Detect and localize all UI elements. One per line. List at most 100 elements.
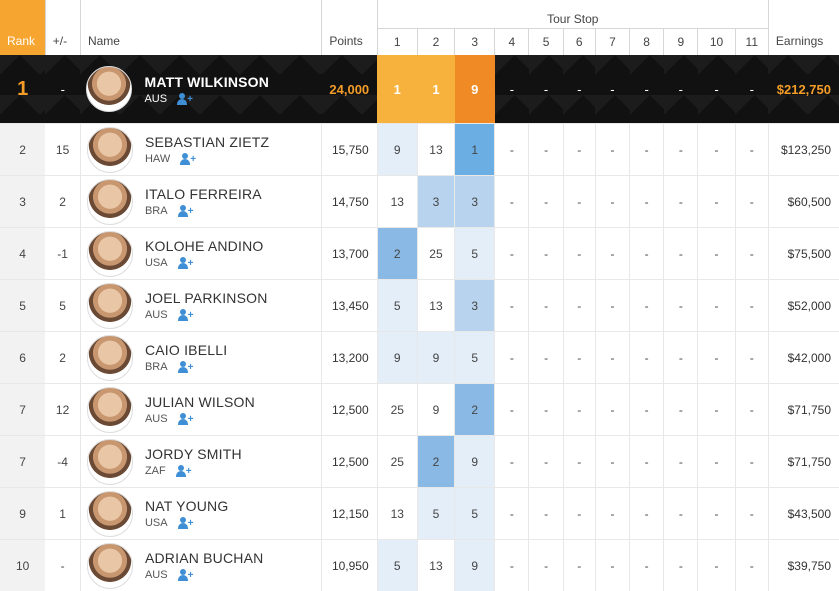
avatar[interactable] bbox=[87, 283, 133, 329]
stop-header-2[interactable]: 2 bbox=[417, 29, 454, 56]
stop-result-cell: - bbox=[595, 436, 629, 488]
stop-header-8[interactable]: 8 bbox=[630, 29, 664, 56]
stop-header-10[interactable]: 10 bbox=[698, 29, 735, 56]
stop-result-cell: - bbox=[529, 228, 563, 280]
follow-icon[interactable]: + bbox=[178, 205, 194, 217]
country-code: AUS bbox=[144, 93, 167, 105]
surfer-name[interactable]: NAT YOUNG bbox=[145, 498, 228, 514]
stop-result-cell: - bbox=[595, 280, 629, 332]
name-cell: ADRIAN BUCHAN AUS + bbox=[80, 540, 321, 591]
follow-icon[interactable]: + bbox=[178, 309, 194, 321]
avatar[interactable] bbox=[87, 387, 133, 433]
surfer-name[interactable]: JORDY SMITH bbox=[145, 446, 242, 462]
stop-result-cell: - bbox=[664, 280, 698, 332]
avatar[interactable] bbox=[87, 335, 133, 381]
change-cell: - bbox=[45, 540, 80, 591]
surfer-name[interactable]: ITALO FERREIRA bbox=[145, 186, 262, 202]
country-code: BRA bbox=[145, 205, 168, 217]
avatar[interactable] bbox=[87, 127, 133, 173]
avatar[interactable] bbox=[87, 491, 133, 537]
leader-stop-11: - bbox=[735, 55, 768, 124]
avatar[interactable] bbox=[87, 543, 133, 589]
stop-header-1[interactable]: 1 bbox=[377, 29, 417, 56]
avatar[interactable] bbox=[86, 66, 132, 112]
stop-result-cell: 9 bbox=[455, 540, 495, 591]
rank-cell: 9 bbox=[0, 488, 45, 540]
name-header[interactable]: Name bbox=[80, 0, 321, 55]
follow-icon[interactable]: + bbox=[177, 93, 193, 105]
change-cell: -4 bbox=[45, 436, 80, 488]
follow-icon[interactable]: + bbox=[178, 517, 194, 529]
stop-result-cell: - bbox=[630, 436, 664, 488]
points-cell: 13,200 bbox=[322, 332, 377, 384]
stop-result-cell: - bbox=[630, 228, 664, 280]
stop-result-cell: 5 bbox=[417, 488, 454, 540]
surfer-name[interactable]: MATT WILKINSON bbox=[144, 74, 269, 90]
avatar[interactable] bbox=[87, 179, 133, 225]
stop-result-cell: 13 bbox=[377, 176, 417, 228]
name-cell: NAT YOUNG USA + bbox=[80, 488, 321, 540]
leader-points: 24,000 bbox=[322, 55, 377, 124]
stop-result-cell: - bbox=[698, 436, 735, 488]
rank-cell: 10 bbox=[0, 540, 45, 591]
surfer-name[interactable]: KOLOHE ANDINO bbox=[145, 238, 264, 254]
surfer-name[interactable]: SEBASTIAN ZIETZ bbox=[145, 134, 269, 150]
stop-result-cell: - bbox=[698, 124, 735, 176]
surfer-name[interactable]: CAIO IBELLI bbox=[145, 342, 227, 358]
leader-row[interactable]: 1 - MATT WILKINSON AUS + 24,000 1 1 9 - … bbox=[0, 55, 839, 124]
follow-icon[interactable]: + bbox=[178, 361, 194, 373]
stop-result-cell: 13 bbox=[377, 488, 417, 540]
earnings-cell: $39,750 bbox=[768, 540, 839, 591]
stop-result-cell: - bbox=[563, 540, 595, 591]
follow-icon[interactable]: + bbox=[180, 153, 196, 165]
follow-icon[interactable]: + bbox=[176, 465, 192, 477]
stop-result-cell: 5 bbox=[377, 540, 417, 591]
name-cell: CAIO IBELLI BRA + bbox=[80, 332, 321, 384]
follow-icon[interactable]: + bbox=[178, 413, 194, 425]
surfer-name[interactable]: JOEL PARKINSON bbox=[145, 290, 268, 306]
rank-header[interactable]: Rank bbox=[0, 0, 45, 55]
stop-result-cell: - bbox=[664, 332, 698, 384]
stop-header-7[interactable]: 7 bbox=[595, 29, 629, 56]
points-cell: 15,750 bbox=[322, 124, 377, 176]
country-code: AUS bbox=[145, 569, 168, 581]
stop-result-cell: - bbox=[529, 124, 563, 176]
tour-stop-header: Tour Stop bbox=[377, 0, 768, 29]
change-cell: 5 bbox=[45, 280, 80, 332]
stop-result-cell: - bbox=[495, 228, 529, 280]
stop-result-cell: - bbox=[698, 384, 735, 436]
leader-stop-4: - bbox=[495, 55, 529, 124]
surfer-name[interactable]: JULIAN WILSON bbox=[145, 394, 255, 410]
earnings-header[interactable]: Earnings bbox=[768, 0, 839, 55]
stop-header-9[interactable]: 9 bbox=[664, 29, 698, 56]
follow-icon[interactable]: + bbox=[178, 257, 194, 269]
stop-header-11[interactable]: 11 bbox=[735, 29, 768, 56]
points-cell: 13,700 bbox=[322, 228, 377, 280]
stop-header-5[interactable]: 5 bbox=[529, 29, 563, 56]
stop-result-cell: - bbox=[529, 384, 563, 436]
stop-result-cell: - bbox=[595, 488, 629, 540]
follow-icon[interactable]: + bbox=[178, 569, 194, 581]
avatar[interactable] bbox=[87, 439, 133, 485]
change-header[interactable]: +/- bbox=[45, 0, 80, 55]
avatar[interactable] bbox=[87, 231, 133, 277]
stop-header-4[interactable]: 4 bbox=[495, 29, 529, 56]
stop-header-6[interactable]: 6 bbox=[563, 29, 595, 56]
stop-result-cell: 25 bbox=[377, 384, 417, 436]
earnings-cell: $52,000 bbox=[768, 280, 839, 332]
stop-header-3[interactable]: 3 bbox=[455, 29, 495, 56]
leader-rank: 1 bbox=[0, 55, 45, 124]
points-header[interactable]: Points bbox=[322, 0, 377, 55]
surfer-name[interactable]: ADRIAN BUCHAN bbox=[145, 550, 264, 566]
points-cell: 12,150 bbox=[322, 488, 377, 540]
